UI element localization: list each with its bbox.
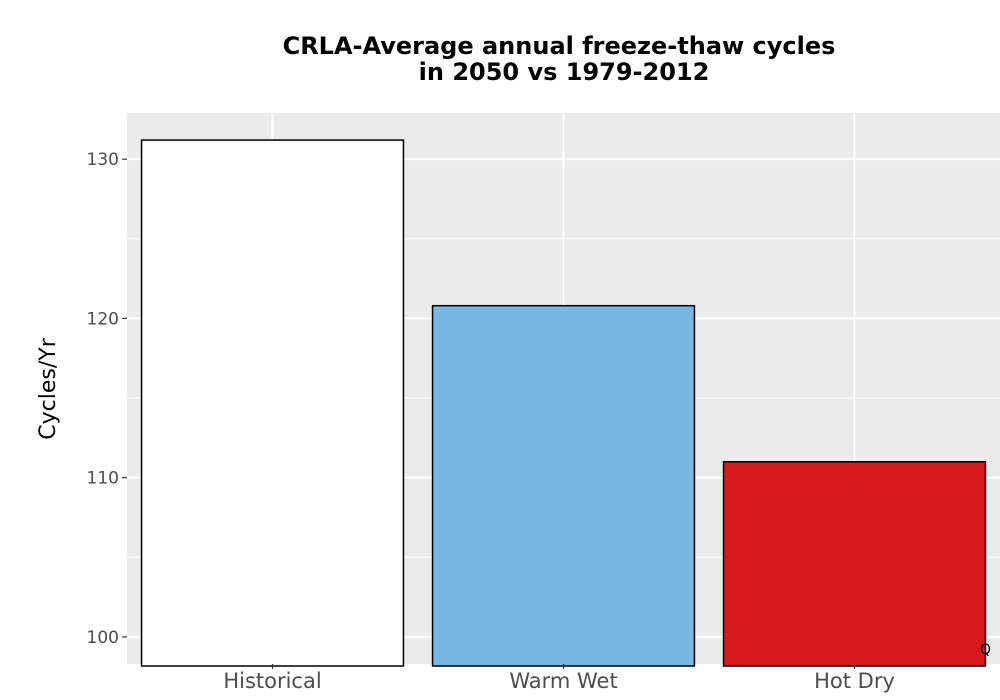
y-tick-label: 100 — [87, 628, 119, 648]
y-axis-label: Cycles/Yr — [36, 337, 61, 439]
bars — [140, 139, 987, 667]
y-tick-label: 120 — [87, 309, 119, 329]
x-tick-label: Historical — [223, 669, 321, 693]
x-tick-label: Warm Wet — [509, 669, 617, 693]
bar-historical — [140, 139, 405, 667]
bar-warm-wet — [431, 304, 696, 667]
y-axis: 100 110 120 130 — [87, 150, 127, 648]
x-axis: Historical Warm Wet Hot Dry — [223, 664, 895, 693]
bar-hot-dry — [722, 461, 987, 667]
y-tick-label: 110 — [87, 469, 119, 489]
chart-title-line2: in 2050 vs 1979-2012 — [419, 58, 710, 86]
chart-title-line1: CRLA-Average annual freeze-thaw cycles — [283, 32, 836, 60]
x-tick-label: Hot Dry — [814, 669, 895, 693]
corner-annotation: Q — [980, 642, 991, 658]
y-tick-label: 130 — [87, 150, 119, 170]
